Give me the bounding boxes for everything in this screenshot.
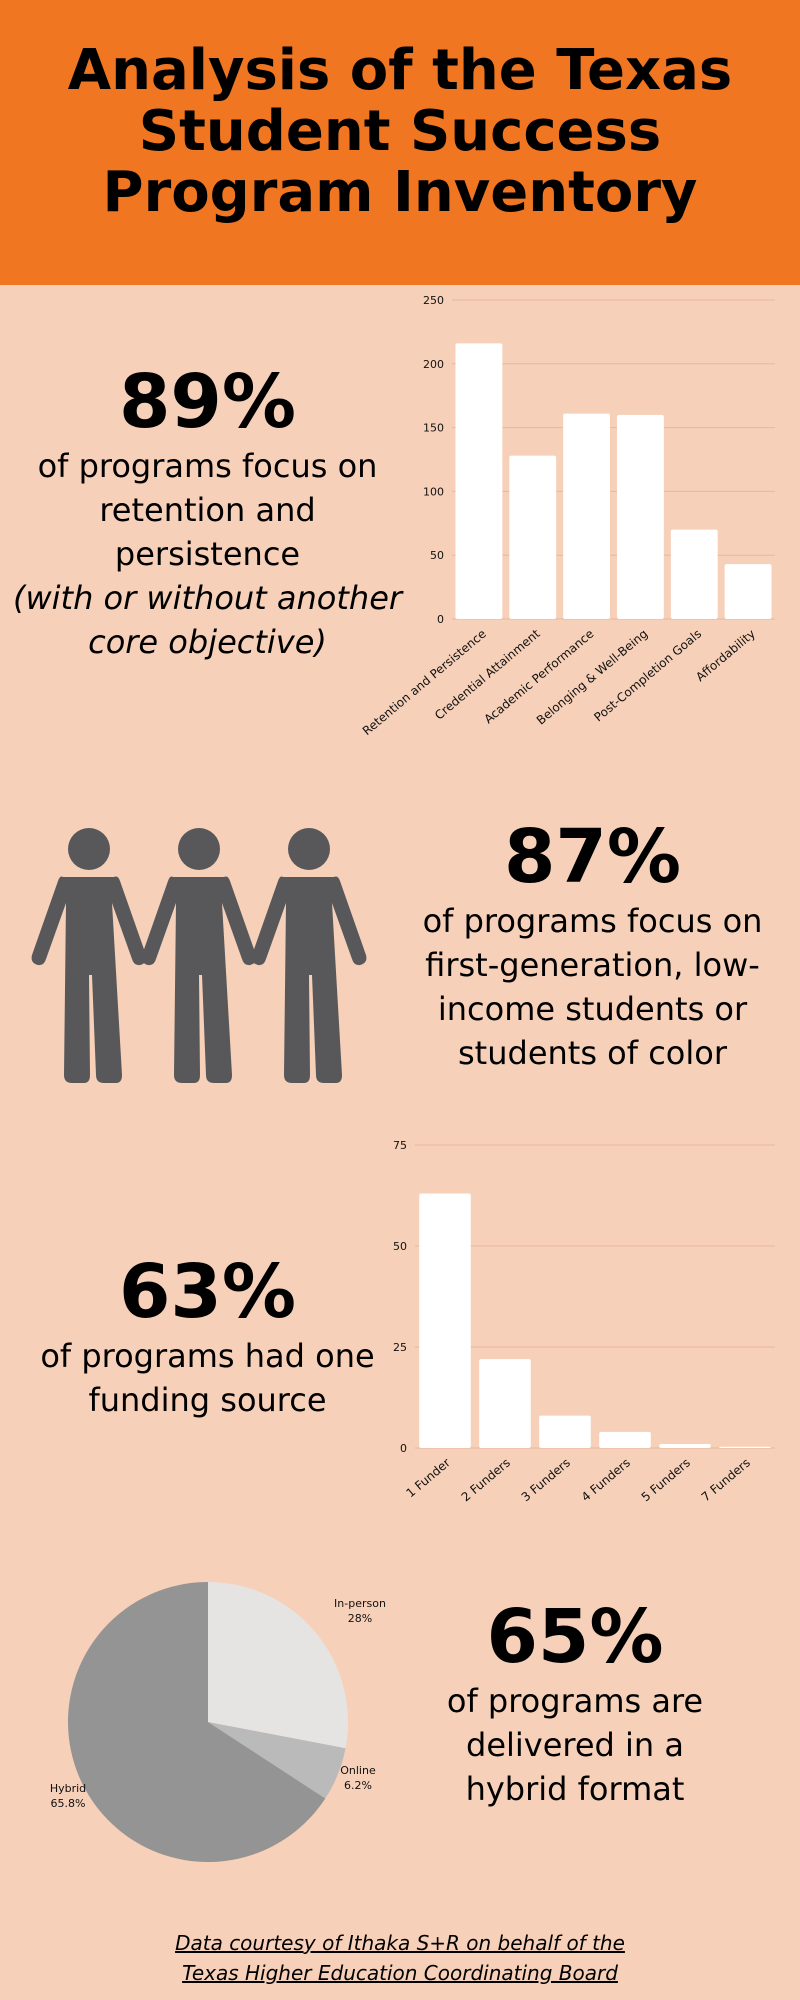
person-icon [251, 828, 367, 1083]
pie-slice-label: Hybrid [50, 1782, 86, 1795]
pie-slice [208, 1722, 346, 1799]
hybrid-description: of programs are delivered in a hybrid fo… [446, 1682, 704, 1808]
pie-slice [208, 1582, 348, 1749]
y-tick-label: 0 [437, 613, 444, 626]
first-gen-percent: 87% [503, 814, 682, 900]
hybrid-percent: 65% [486, 1594, 664, 1680]
first-gen-description: of programs focus on first-generation, l… [422, 902, 763, 1072]
pie-slice-value: 28% [348, 1612, 372, 1625]
bar [563, 413, 611, 619]
header-banner: Analysis of the Texas Student Success Pr… [0, 0, 800, 285]
bar [670, 529, 718, 619]
y-tick-label: 50 [430, 549, 444, 562]
y-tick-label: 0 [400, 1442, 407, 1455]
retention-stat: 89% of programs focus on retention and p… [10, 360, 405, 664]
pie-slice-value: 6.2% [344, 1779, 372, 1792]
y-tick-label: 50 [393, 1240, 407, 1253]
source-credit: Data courtesy of Ithaka S+R on behalf of… [175, 1931, 625, 1985]
x-tick-label: Affordability [693, 627, 758, 685]
pie-slice-value: 65.8% [51, 1797, 86, 1810]
funding-description: of programs had one funding source [40, 1337, 375, 1419]
x-tick-label: Post-Completion Goals [591, 627, 704, 725]
retention-description: of programs focus on retention and persi… [37, 447, 378, 573]
three-people-icon [31, 828, 367, 1083]
bar [719, 1446, 771, 1448]
bar [724, 564, 772, 619]
funding-stat: 63% of programs had one funding source [30, 1250, 385, 1422]
first-gen-stat: 87% of programs focus on first-generatio… [415, 815, 770, 1075]
person-icon [31, 828, 147, 1083]
bar [479, 1359, 531, 1448]
bar [659, 1443, 711, 1448]
bar [616, 414, 664, 619]
y-tick-label: 100 [423, 485, 444, 498]
y-tick-label: 75 [393, 1139, 407, 1152]
x-tick-label: 3 Funders [519, 1456, 573, 1505]
y-tick-label: 150 [423, 422, 444, 435]
person-icon [141, 828, 257, 1083]
pie-slice [68, 1582, 326, 1862]
bar [509, 455, 557, 619]
funding-percent: 63% [118, 1249, 297, 1335]
pie-slice-label: In-person [334, 1597, 386, 1610]
retention-percent: 89% [118, 359, 297, 445]
x-tick-label: 7 Funders [699, 1456, 753, 1505]
bar [599, 1431, 651, 1448]
funders-bar-chart: 0 25 50 75 1 Funder 2 Funders 3 Funders 4 Funde… [393, 1139, 775, 1505]
bar [455, 343, 503, 619]
y-tick-label: 250 [423, 294, 444, 307]
delivery-format-pie-chart: In-person 28% Online 6.2% Hybrid 65.8% [50, 1582, 386, 1862]
y-tick-label: 200 [423, 358, 444, 371]
x-tick-label: 5 Funders [639, 1456, 693, 1505]
page-title: Analysis of the Texas Student Success Pr… [67, 38, 733, 225]
x-tick-label: Credential Attainment [432, 626, 543, 722]
bar [419, 1193, 471, 1448]
retention-note: (with or without another core objective) [12, 579, 403, 661]
pie-slice-label: Online [340, 1764, 376, 1777]
x-tick-label: 1 Funder [403, 1456, 453, 1501]
bar [539, 1415, 591, 1448]
y-tick-label: 25 [393, 1341, 407, 1354]
x-tick-label: 2 Funders [459, 1456, 513, 1505]
x-tick-label: 4 Funders [579, 1456, 633, 1505]
hybrid-stat: 65% of programs are delivered in a hybri… [430, 1595, 720, 1811]
